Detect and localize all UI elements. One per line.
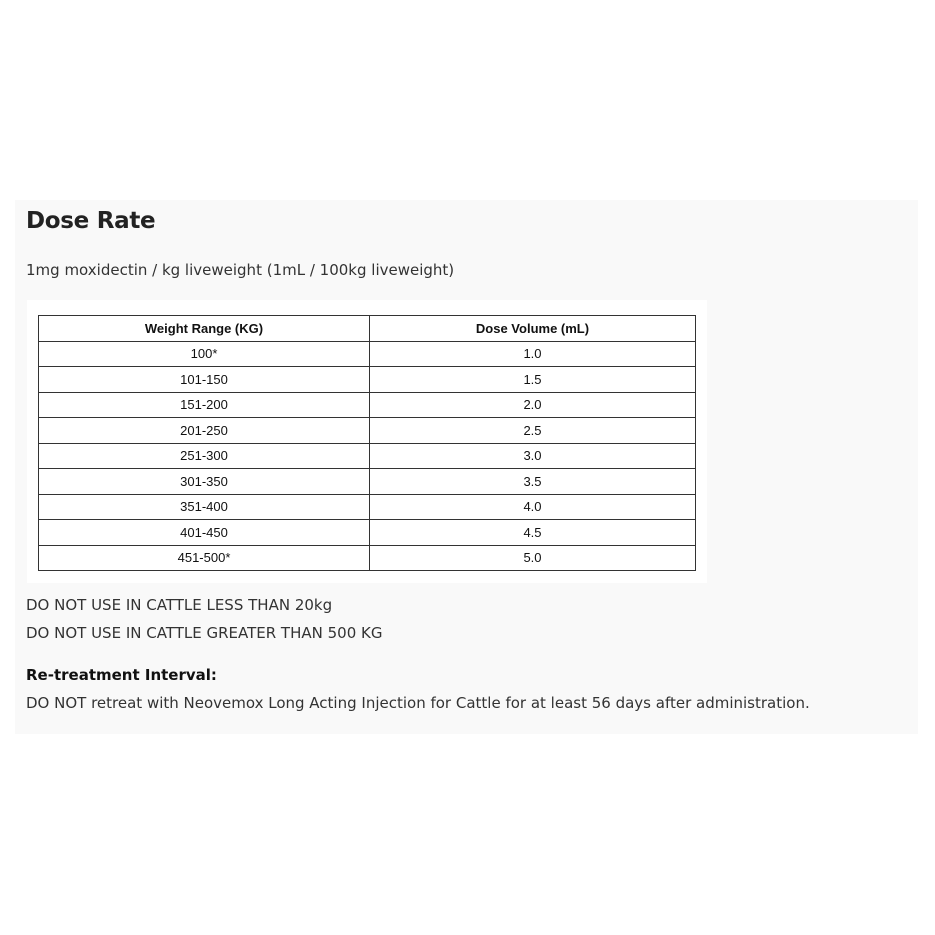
dose-volume-cell: 4.5 [369,519,696,546]
dose-volume-cell: 2.5 [369,417,696,444]
dose-volume-cell: 3.0 [369,442,696,469]
dose-volume-cell: 1.5 [369,366,696,393]
dose-volume-cell: 1.0 [369,340,696,367]
weight-range-cell: 201-250 [38,417,370,444]
dose-volume-cell: 3.5 [369,468,696,495]
header-dose-volume: Dose Volume (mL) [369,315,696,342]
dose-rate-section: Dose Rate 1mg moxidectin / kg liveweight… [15,200,918,734]
weight-range-cell: 101-150 [38,366,370,393]
table-row: 351-400 4.0 [38,493,696,520]
dose-volume-cell: 2.0 [369,391,696,418]
weight-range-cell: 401-450 [38,519,370,546]
weight-range-cell: 451-500* [38,544,370,571]
dose-volume-cell: 4.0 [369,493,696,520]
weight-range-cell: 251-300 [38,442,370,469]
table-row: 401-450 4.5 [38,519,696,546]
table-row: 251-300 3.0 [38,442,696,469]
weight-range-cell: 151-200 [38,391,370,418]
table-row: 201-250 2.5 [38,417,696,444]
section-title: Dose Rate [26,208,156,234]
table-row: 100* 1.0 [38,340,696,367]
table-row: 151-200 2.0 [38,391,696,418]
table-row: 101-150 1.5 [38,366,696,393]
dose-rate-description: 1mg moxidectin / kg liveweight (1mL / 10… [26,261,455,279]
weight-range-cell: 100* [38,340,370,367]
table-row: 301-350 3.5 [38,468,696,495]
dose-table-image: Weight Range (KG) Dose Volume (mL) 100* 1… [27,300,707,583]
warning-min-weight: DO NOT USE IN CATTLE LESS THAN 20kg [26,596,333,614]
weight-range-cell: 301-350 [38,468,370,495]
dose-volume-cell: 5.0 [369,544,696,571]
retreatment-heading: Re-treatment Interval: [26,666,217,684]
warning-max-weight: DO NOT USE IN CATTLE GREATER THAN 500 KG [26,624,383,642]
dose-table: Weight Range (KG) Dose Volume (mL) 100* 1… [38,315,696,571]
table-row: 451-500* 5.0 [38,544,696,571]
retreatment-text: DO NOT retreat with Neovemox Long Acting… [26,694,810,712]
header-weight-range: Weight Range (KG) [38,315,370,342]
table-header-row: Weight Range (KG) Dose Volume (mL) [38,315,696,342]
weight-range-cell: 351-400 [38,493,370,520]
